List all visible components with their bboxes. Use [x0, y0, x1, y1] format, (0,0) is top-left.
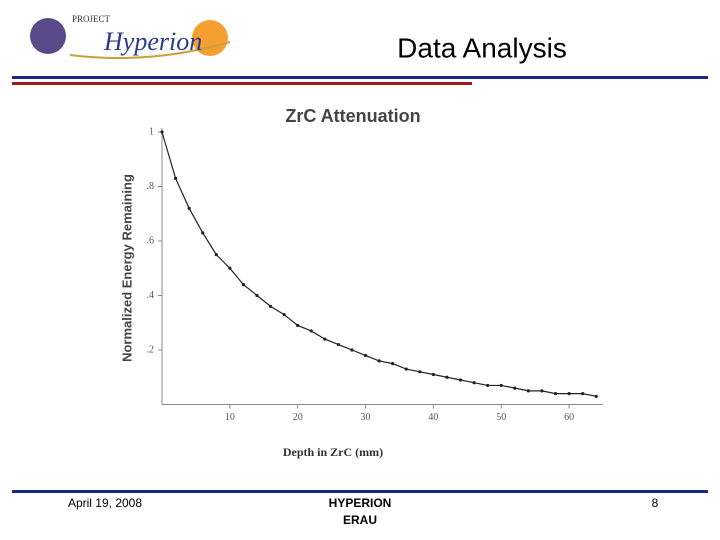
x-tick-label: 40 — [428, 412, 438, 423]
data-point — [323, 337, 327, 341]
data-point — [472, 381, 476, 385]
logo-sun — [192, 20, 228, 56]
data-point — [268, 304, 273, 308]
data-point — [540, 389, 544, 393]
x-axis-label: Depth in ZrC (mm) — [283, 445, 383, 459]
data-point — [431, 372, 435, 377]
footer-org: ERAU — [343, 513, 377, 527]
chart-title: ZrC Attenuation — [285, 106, 420, 126]
data-point — [553, 392, 558, 396]
logo-name: Hyperion — [103, 27, 202, 56]
data-point — [296, 323, 300, 328]
x-tick-label: 60 — [564, 412, 574, 423]
y-tick-label: .2 — [147, 344, 155, 355]
data-point — [486, 383, 490, 388]
data-point — [187, 206, 191, 210]
y-axis-label: Normalized Energy Remaining — [119, 174, 134, 362]
data-point — [201, 231, 205, 235]
footer-rule — [12, 490, 708, 493]
data-point — [391, 362, 395, 366]
page-number: 8 — [652, 496, 659, 510]
logo-swoosh — [69, 41, 231, 60]
header-rule — [12, 76, 708, 79]
data-point — [445, 375, 449, 379]
footer-date: April 19, 2008 — [68, 496, 142, 510]
y-tick-label: .6 — [147, 235, 155, 246]
logo: PROJECT Hyperion — [30, 14, 231, 60]
x-tick-label: 10 — [225, 412, 235, 423]
data-point — [458, 378, 463, 382]
data-point — [567, 392, 571, 396]
data-point — [404, 367, 408, 371]
data-point — [241, 283, 246, 287]
x-tick-label: 50 — [496, 412, 506, 423]
data-point — [336, 342, 340, 347]
data-point — [173, 176, 178, 180]
data-point — [526, 389, 530, 393]
slide-title: Data Analysis — [397, 32, 567, 63]
header-rule-red — [12, 82, 472, 85]
data-point — [513, 386, 517, 390]
data-point — [255, 293, 259, 298]
series-line — [161, 131, 597, 397]
data-point — [309, 329, 313, 333]
data-point — [282, 312, 286, 317]
logo-project: PROJECT — [72, 14, 111, 24]
data-point — [228, 266, 232, 270]
data-point — [350, 348, 354, 352]
data-point — [214, 253, 218, 257]
data-point — [418, 370, 422, 374]
y-tick-label: .4 — [147, 290, 155, 301]
y-tick-label: .8 — [147, 181, 155, 192]
footer-org: HYPERION — [329, 496, 392, 510]
logo-star — [30, 18, 66, 54]
data-point — [363, 353, 368, 358]
data-point — [160, 130, 164, 134]
chart: ZrC Attenuation Depth in ZrC (mm) Normal… — [119, 106, 603, 459]
data-point — [594, 394, 598, 398]
data-point — [499, 383, 503, 388]
x-tick-label: 20 — [293, 412, 303, 423]
y-tick-label: 1 — [149, 126, 154, 137]
x-tick-label: 30 — [361, 412, 371, 423]
data-point — [581, 392, 585, 396]
data-point — [377, 359, 381, 363]
